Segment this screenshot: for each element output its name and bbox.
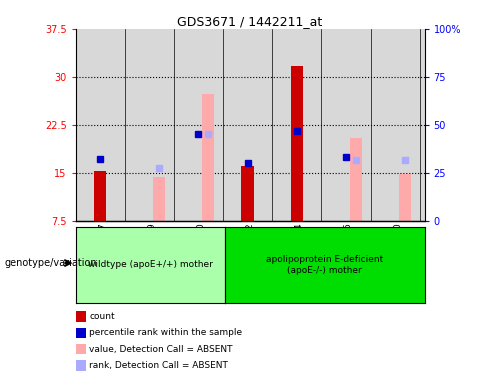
Text: count: count xyxy=(89,312,115,321)
Bar xyxy=(291,66,303,221)
Title: GDS3671 / 1442211_at: GDS3671 / 1442211_at xyxy=(178,15,323,28)
Bar xyxy=(242,166,254,221)
Bar xyxy=(399,174,411,221)
Text: apolipoprotein E-deficient
(apoE-/-) mother: apolipoprotein E-deficient (apoE-/-) mot… xyxy=(266,255,384,275)
Text: wildtype (apoE+/+) mother: wildtype (apoE+/+) mother xyxy=(88,260,213,270)
Text: genotype/variation: genotype/variation xyxy=(5,258,98,268)
Bar xyxy=(349,137,362,221)
Text: value, Detection Call = ABSENT: value, Detection Call = ABSENT xyxy=(89,344,233,354)
Bar xyxy=(94,171,106,221)
Bar xyxy=(153,177,165,221)
Text: rank, Detection Call = ABSENT: rank, Detection Call = ABSENT xyxy=(89,361,228,370)
Text: percentile rank within the sample: percentile rank within the sample xyxy=(89,328,243,338)
Bar xyxy=(202,94,214,221)
